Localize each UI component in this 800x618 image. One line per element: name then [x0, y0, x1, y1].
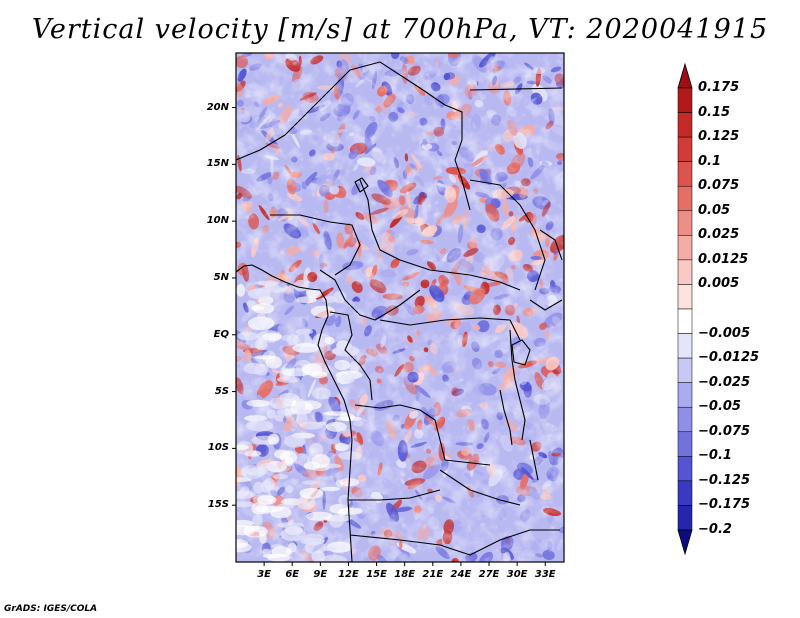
- grads-credit: GrADS: IGES/COLA: [4, 604, 98, 614]
- lake-chad: [354, 177, 369, 193]
- colorbar-swatch: [677, 357, 693, 383]
- border-chad: [359, 179, 521, 291]
- lon-label: 21E: [422, 569, 444, 580]
- lat-label: 5S: [214, 385, 229, 397]
- border-sahara-a: [236, 61, 381, 161]
- lon-label: 33E: [534, 569, 556, 580]
- colorbar-bottom-arrow: [677, 529, 693, 556]
- colorbar-label: 0.005: [698, 276, 740, 292]
- colorbar-label: −0.0125: [698, 350, 760, 366]
- border-sahara-b: [379, 61, 471, 211]
- lat-label: 10S: [207, 442, 229, 454]
- colorbar-swatch: [677, 333, 693, 359]
- colorbar-swatch: [677, 259, 693, 285]
- colorbar-label: −0.125: [698, 472, 751, 488]
- colorbar-swatch: [677, 284, 693, 310]
- border-cameroon: [319, 269, 421, 321]
- lat-label: 15S: [207, 499, 229, 511]
- lon-label: 15E: [366, 569, 387, 580]
- lon-label: 3E: [257, 569, 271, 580]
- colorbar-label: 0.0125: [698, 251, 749, 267]
- lat-label: EQ: [213, 328, 229, 340]
- lon-label: 18E: [394, 569, 416, 580]
- colorbar-swatch: [677, 406, 693, 433]
- border-libya-egypt: [469, 87, 563, 91]
- longitude-ticks: [263, 562, 546, 566]
- colorbar-label: 0.1: [698, 153, 722, 169]
- lon-label: 9E: [313, 569, 328, 580]
- coastline-and-borders: [236, 61, 563, 562]
- colorbar-swatch: [677, 161, 693, 187]
- border-angola-drc: [354, 404, 491, 466]
- colorbar-swatch: [677, 308, 693, 334]
- colorbar-label: 0.175: [698, 80, 740, 95]
- map-title: Vertical velocity [m/s] at 700hPa, VT: 2…: [31, 14, 769, 45]
- map-frame: [235, 52, 565, 563]
- colorbar-swatch: [677, 382, 693, 408]
- lake-tanganyika: [499, 389, 513, 446]
- lon-label: 30E: [506, 569, 528, 580]
- colorbar-swatch: [677, 480, 693, 506]
- colorbar-label: 0.075: [698, 178, 740, 194]
- latitude-ticks: [232, 107, 236, 506]
- colorbar-label: −0.075: [698, 423, 751, 439]
- colorbar-label: −0.2: [698, 522, 732, 537]
- lat-label: 20N: [206, 101, 229, 113]
- colorbar-swatch: [677, 456, 693, 482]
- border-zambia: [439, 469, 521, 506]
- lake-victoria: [511, 339, 531, 366]
- border-namibia: [348, 489, 441, 501]
- colorbar-label: −0.1: [698, 448, 732, 464]
- border-gabon-congo: [329, 311, 373, 401]
- colorbar-label: 0.05: [698, 202, 731, 218]
- colorbar-top-arrow: [677, 62, 693, 89]
- lat-label: 5N: [213, 271, 229, 283]
- lake-malawi: [529, 439, 539, 481]
- border-south: [349, 529, 560, 556]
- colorbar-label: 0.025: [698, 227, 740, 243]
- colorbar-label: −0.025: [698, 374, 751, 390]
- vertical-velocity-field: [236, 53, 564, 562]
- colorbar-swatch: [677, 235, 693, 261]
- lon-label: 24E: [450, 569, 472, 580]
- border-sudan: [469, 179, 546, 291]
- colorbar-label: −0.005: [698, 325, 751, 341]
- border-drc-east: [509, 329, 526, 441]
- lat-label: 15N: [206, 158, 229, 170]
- border-drc-north: [379, 317, 521, 341]
- colorbar-label: 0.15: [698, 104, 731, 120]
- lon-label: 12E: [338, 569, 359, 580]
- lat-label: 10N: [206, 215, 229, 227]
- colorbar-swatch: [677, 431, 693, 457]
- lon-label: 27E: [478, 569, 500, 580]
- colorbar-swatch: [677, 87, 693, 113]
- west-africa-coastline: [236, 264, 353, 562]
- lon-label: 6E: [285, 569, 300, 580]
- colorbar: [677, 62, 693, 556]
- colorbar-swatch: [677, 210, 693, 236]
- colorbar-label: 0.125: [698, 129, 740, 145]
- colorbar-label: −0.175: [698, 497, 751, 513]
- border-ethiopia: [539, 229, 563, 261]
- colorbar-swatch: [677, 505, 693, 531]
- colorbar-swatch: [677, 185, 693, 212]
- colorbar-swatch: [677, 112, 693, 138]
- border-niger-nigeria: [270, 214, 361, 276]
- border-kenya: [529, 299, 563, 311]
- colorbar-label: −0.05: [698, 399, 741, 415]
- colorbar-swatch: [677, 136, 693, 162]
